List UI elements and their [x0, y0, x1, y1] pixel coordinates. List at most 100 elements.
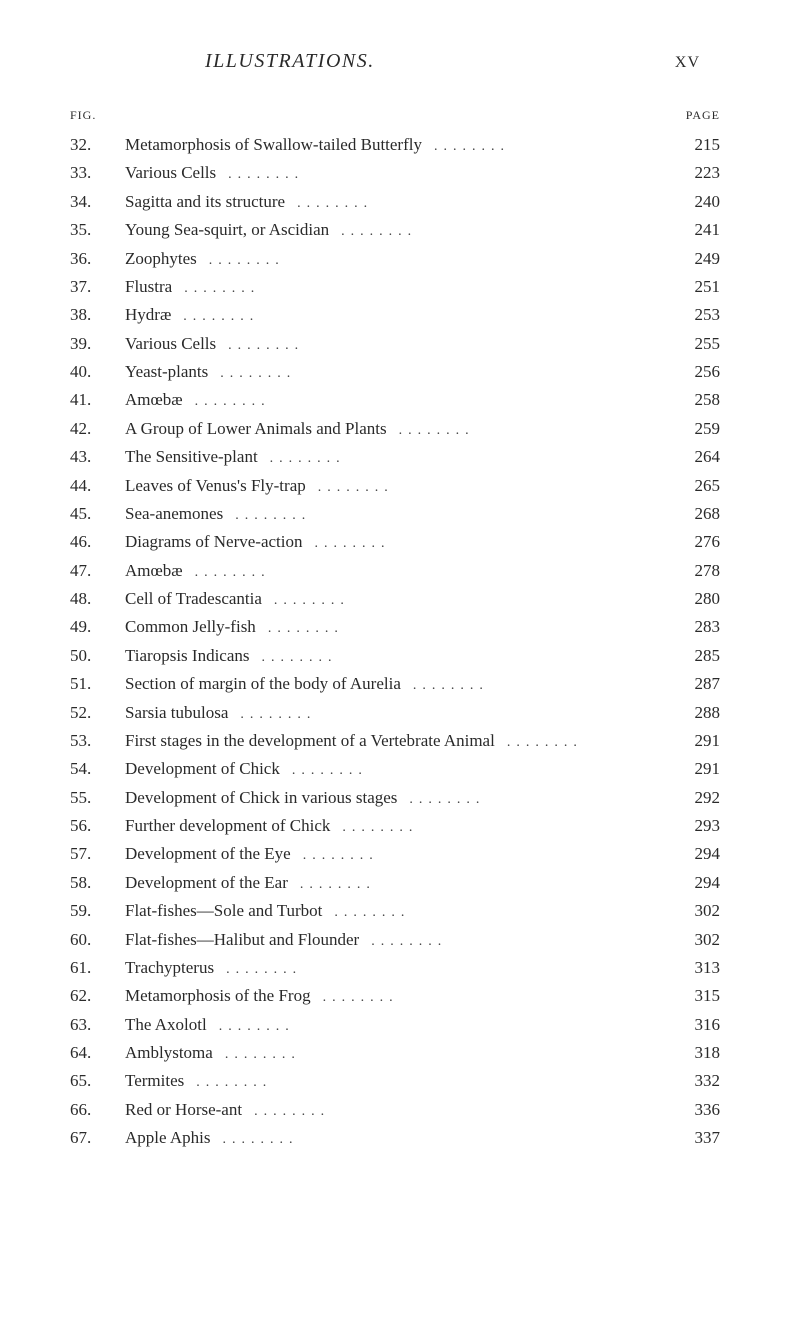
page-number: 259 [670, 415, 720, 443]
page-number: 253 [670, 301, 720, 329]
fig-number: 61. [70, 954, 125, 982]
fig-number: 56. [70, 812, 125, 840]
entry-title: The Axolotl [125, 1011, 207, 1039]
entry-title: Tiaropsis Indicans [125, 642, 250, 670]
entry-title: Section of margin of the body of Aurelia [125, 670, 401, 698]
column-headers: FIG. PAGE [70, 108, 720, 123]
fig-number: 45. [70, 500, 125, 528]
table-row: 36.Zoophytes........249 [70, 245, 720, 273]
page-number: 283 [670, 613, 720, 641]
fig-number: 33. [70, 159, 125, 187]
page-number: 249 [670, 245, 720, 273]
page-number: 287 [670, 670, 720, 698]
table-row: 65.Termites........332 [70, 1067, 720, 1095]
fig-number: 58. [70, 869, 125, 897]
table-row: 32.Metamorphosis of Swallow-tailed Butte… [70, 131, 720, 159]
leader-dots: ........ [172, 277, 670, 300]
table-row: 35.Young Sea-squirt, or Ascidian........… [70, 216, 720, 244]
leader-dots: ........ [208, 362, 670, 385]
fig-number: 34. [70, 188, 125, 216]
page-number: 302 [670, 926, 720, 954]
leader-dots: ........ [306, 476, 670, 499]
leader-dots: ........ [228, 703, 670, 726]
entry-title: Sea-anemones [125, 500, 223, 528]
table-row: 49.Common Jelly-fish........283 [70, 613, 720, 641]
fig-number: 48. [70, 585, 125, 613]
fig-number: 52. [70, 699, 125, 727]
leader-dots: ........ [401, 674, 670, 697]
page-number: 258 [670, 386, 720, 414]
fig-number: 60. [70, 926, 125, 954]
fig-number: 57. [70, 840, 125, 868]
leader-dots: ........ [258, 447, 670, 470]
table-row: 61.Trachypterus........313 [70, 954, 720, 982]
fig-number: 63. [70, 1011, 125, 1039]
table-row: 55.Development of Chick in various stage… [70, 784, 720, 812]
fig-number: 36. [70, 245, 125, 273]
leader-dots: ........ [216, 163, 670, 186]
page-number: 240 [670, 188, 720, 216]
fig-number: 53. [70, 727, 125, 755]
table-row: 47.Amœbæ........278 [70, 557, 720, 585]
leader-dots: ........ [184, 1071, 670, 1094]
entry-title: Termites [125, 1067, 184, 1095]
table-row: 60.Flat-fishes—Halibut and Flounder.....… [70, 926, 720, 954]
page-number: 302 [670, 897, 720, 925]
leader-dots: ........ [285, 192, 670, 215]
page-header-row: ILLUSTRATIONS. XV [70, 50, 720, 73]
entry-title: Flustra [125, 273, 172, 301]
page-number: 268 [670, 500, 720, 528]
fig-number: 55. [70, 784, 125, 812]
page-number: 291 [670, 727, 720, 755]
fig-number: 37. [70, 273, 125, 301]
table-row: 40.Yeast-plants........256 [70, 358, 720, 386]
fig-number: 64. [70, 1039, 125, 1067]
entry-title: Amœbæ [125, 557, 183, 585]
table-row: 44.Leaves of Venus's Fly-trap........265 [70, 472, 720, 500]
table-row: 54.Development of Chick........291 [70, 755, 720, 783]
leader-dots: ........ [397, 788, 670, 811]
page-number: 293 [670, 812, 720, 840]
fig-number: 54. [70, 755, 125, 783]
entry-title: Yeast-plants [125, 358, 208, 386]
fig-number: 42. [70, 415, 125, 443]
page-number: 336 [670, 1096, 720, 1124]
fig-number: 38. [70, 301, 125, 329]
table-row: 48.Cell of Tradescantia........280 [70, 585, 720, 613]
fig-number: 49. [70, 613, 125, 641]
table-row: 52.Sarsia tubulosa........288 [70, 699, 720, 727]
leader-dots: ........ [250, 646, 670, 669]
table-row: 56.Further development of Chick........2… [70, 812, 720, 840]
table-row: 64.Amblystoma........318 [70, 1039, 720, 1067]
page-number: 265 [670, 472, 720, 500]
leader-dots: ........ [223, 504, 670, 527]
page-number: 294 [670, 840, 720, 868]
entry-title: Zoophytes [125, 245, 197, 273]
page-number: 276 [670, 528, 720, 556]
page-number: 294 [670, 869, 720, 897]
entry-title: Common Jelly-fish [125, 613, 256, 641]
table-row: 58.Development of the Ear........294 [70, 869, 720, 897]
fig-number: 41. [70, 386, 125, 414]
leader-dots: ........ [288, 873, 670, 896]
leader-dots: ........ [422, 135, 670, 158]
leader-dots: ........ [183, 390, 670, 413]
table-row: 50.Tiaropsis Indicans........285 [70, 642, 720, 670]
leader-dots: ........ [280, 759, 670, 782]
page-number: 215 [670, 131, 720, 159]
leader-dots: ........ [330, 816, 670, 839]
entry-title: Amœbæ [125, 386, 183, 414]
page-number: 288 [670, 699, 720, 727]
entry-title: Apple Aphis [125, 1124, 210, 1152]
table-row: 45.Sea-anemones........268 [70, 500, 720, 528]
leader-dots: ........ [197, 249, 670, 272]
leader-dots: ........ [359, 930, 670, 953]
fig-number: 35. [70, 216, 125, 244]
leader-dots: ........ [256, 617, 670, 640]
table-row: 53.First stages in the development of a … [70, 727, 720, 755]
table-row: 37.Flustra........251 [70, 273, 720, 301]
fig-number: 62. [70, 982, 125, 1010]
table-row: 38.Hydræ........253 [70, 301, 720, 329]
entry-title: Development of Chick [125, 755, 280, 783]
page-number: 256 [670, 358, 720, 386]
